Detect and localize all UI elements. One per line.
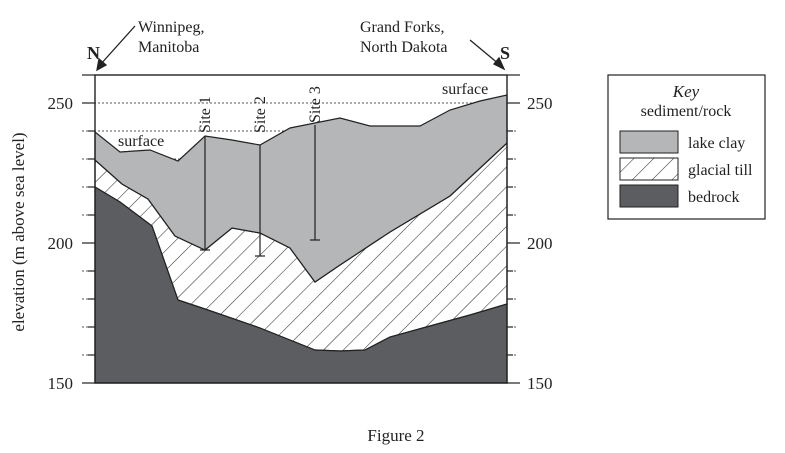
site-2-label: Site 2 xyxy=(252,96,269,133)
site-boreholes xyxy=(200,125,320,257)
key-item-lake-clay: lake clay xyxy=(688,135,745,152)
grand-forks-arrow xyxy=(469,39,501,66)
site-1-label: Site 1 xyxy=(197,96,214,133)
figure-caption: Figure 2 xyxy=(367,426,424,445)
y-tick-label-250-left: 250 xyxy=(48,94,74,113)
winnipeg-label-line1: Winnipeg, xyxy=(138,19,204,36)
surface-label-right: surface xyxy=(442,81,488,98)
y-tick-label-150-left: 150 xyxy=(48,374,74,393)
city-arrows xyxy=(96,25,506,72)
surface-label-left: surface xyxy=(118,133,164,150)
key-legend: Key sediment/rock lake clay glacial till… xyxy=(607,74,766,220)
bedrock-swatch xyxy=(619,184,679,208)
grand-forks-label-line1: Grand Forks, xyxy=(360,19,444,36)
south-label: S xyxy=(500,43,510,63)
right-ticks xyxy=(507,74,520,384)
y-tick-label-250-right: 250 xyxy=(527,94,553,113)
grand-forks-label-line2: North Dakota xyxy=(360,39,448,56)
lake-clay-swatch xyxy=(619,130,679,154)
key-item-bedrock: bedrock xyxy=(688,189,740,206)
y-tick-label-150-right: 150 xyxy=(527,374,553,393)
site-3-label: Site 3 xyxy=(307,86,324,123)
y-tick-label-200-right: 200 xyxy=(527,234,553,253)
key-subtitle: sediment/rock xyxy=(641,103,732,120)
key-item-glacial-till: glacial till xyxy=(688,162,753,179)
winnipeg-label-line2: Manitoba xyxy=(138,39,199,56)
north-label: N xyxy=(87,43,100,63)
y-axis-label: elevation (m above sea level) xyxy=(9,132,28,331)
plot-frame xyxy=(94,74,508,384)
left-ticks xyxy=(82,74,95,384)
winnipeg-arrow xyxy=(99,25,136,66)
y-tick-label-200-left: 200 xyxy=(48,234,74,253)
glacial-till-swatch xyxy=(619,157,679,181)
key-title: Key xyxy=(672,82,700,101)
